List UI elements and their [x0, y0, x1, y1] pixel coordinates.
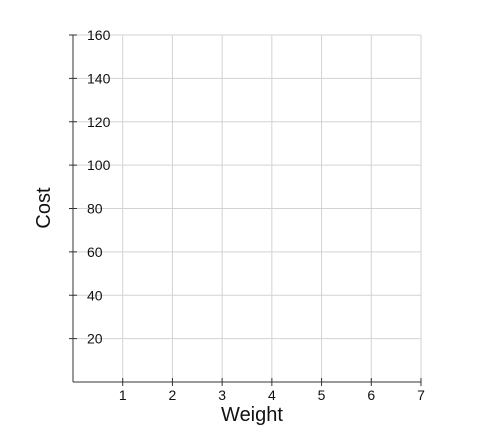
- x-tick-label: 7: [417, 387, 425, 403]
- y-tick-label: 20: [87, 331, 103, 347]
- y-tick-label: 120: [87, 114, 111, 130]
- x-tick-label: 2: [169, 387, 177, 403]
- y-tick-label: 140: [87, 70, 111, 86]
- axes: [69, 34, 422, 386]
- x-tick-label: 3: [218, 387, 226, 403]
- y-tick-label: 60: [87, 244, 103, 260]
- y-tick-label: 100: [87, 157, 111, 173]
- x-tick-label: 1: [119, 387, 127, 403]
- x-tick-label: 5: [318, 387, 326, 403]
- y-axis-title: Cost: [33, 187, 55, 229]
- x-axis-title: Weight: [221, 404, 283, 426]
- x-tick-label: 6: [367, 387, 375, 403]
- x-tick-label: 4: [268, 387, 276, 403]
- grid: [73, 34, 422, 382]
- tick-labels: 20 40 60 80 100 120 140 160 1 2 3 4 5 6 7: [87, 27, 425, 403]
- y-tick-label: 80: [87, 201, 103, 217]
- y-tick-label: 40: [87, 287, 103, 303]
- y-tick-label: 160: [87, 27, 111, 43]
